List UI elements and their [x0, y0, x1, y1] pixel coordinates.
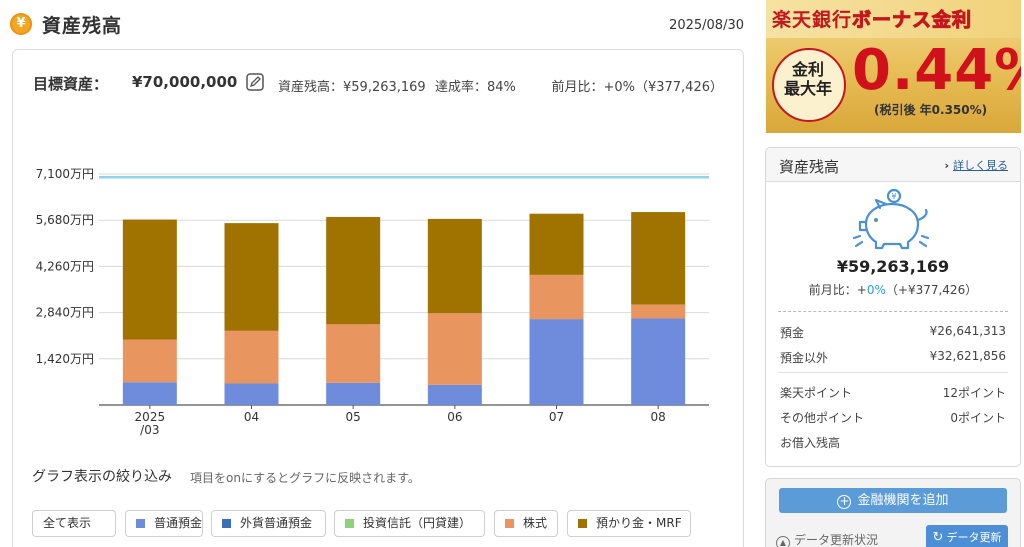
filter-note: 項目をonにするとグラフに反映されます。 — [190, 471, 420, 485]
plus-circle-icon: + — [837, 494, 852, 509]
bar-segment — [529, 213, 584, 275]
filter-button[interactable]: 普通預金 — [125, 510, 203, 537]
achievement-rate: 達成率：84% — [435, 80, 516, 95]
x-tick-label: 04 — [244, 410, 259, 424]
filter-button[interactable]: 投資信託（円貸建） — [334, 510, 485, 537]
filter-button-label: 普通預金 — [154, 516, 203, 530]
piggy-bank-icon: ¥ — [852, 188, 930, 250]
asset-summary-title: 資産残高 — [779, 158, 840, 176]
filter-button-label: 全て表示 — [43, 516, 92, 530]
chevron-right-icon: › — [944, 159, 949, 172]
x-tick-label: 06 — [447, 410, 462, 424]
y-tick-label: 7,100万円 — [36, 167, 94, 181]
legend-swatch — [136, 519, 145, 528]
x-tick-label: 07 — [549, 410, 564, 424]
bonus-rate-banner[interactable]: 楽天銀行ボーナス金利 金利 最大年 0.44% (税引後 年0.350%) — [766, 0, 1021, 133]
legend-swatch — [505, 519, 514, 528]
banner-pre-text: 金利 最大年 — [784, 60, 833, 98]
x-tick-label: 05 — [346, 410, 361, 424]
filter-button-label: 投資信託（円貸建） — [363, 516, 472, 530]
row-non-deposit: 預金以外 ¥32,621,856 — [780, 349, 1006, 365]
page-header: ¥ 資産残高 2025/08/30 — [10, 9, 744, 41]
filter-button[interactable]: 外貨普通預金 — [211, 510, 326, 537]
goal-value: ¥70,000,000 — [132, 73, 238, 91]
y-tick-label: 2,840万円 — [36, 306, 94, 320]
actions-card: + 金融機関を追加 ▲ データ更新状況 ↻ データ更新 — [765, 478, 1021, 547]
x-tick-label: 08 — [651, 410, 666, 424]
x-tick-label: 2025 — [135, 410, 166, 424]
banner-rate: 0.44% — [852, 38, 1021, 103]
bar-segment — [529, 319, 584, 405]
y-tick-label: 5,680万円 — [36, 213, 94, 227]
asset-stacked-bar-chart: 1,420万円 2,840万円 4,260万円 5,680万円 7,100万円 2025/… — [36, 167, 709, 437]
filter-button[interactable]: 株式 — [494, 510, 558, 537]
x-tick-label: /03 — [140, 423, 159, 437]
filter-button[interactable]: 全て表示 — [32, 510, 116, 537]
divider — [778, 311, 1008, 312]
bar-segment — [122, 382, 177, 405]
legend-swatch — [345, 519, 354, 528]
bar-segment — [631, 318, 686, 405]
asset-summary-header: 資産残高 › 詳しく見る — [766, 148, 1020, 182]
bar-segment — [427, 218, 482, 314]
chevron-up-circle-icon: ▲ — [776, 536, 790, 547]
bar-segment — [326, 382, 381, 405]
add-institution-button[interactable]: + 金融機関を追加 — [779, 488, 1007, 513]
bar-segment — [427, 384, 482, 405]
asset-chart-card: 目標資産： ¥70,000,000 資産残高：¥59,263,169 達成率：8… — [12, 49, 744, 547]
balance-stat: 資産残高：¥59,263,169 — [278, 80, 426, 95]
bar-segment — [224, 383, 279, 405]
y-tick-label: 1,420万円 — [36, 352, 94, 366]
summary-month-over-month: 前月比：+0%（+¥377,426） — [808, 283, 978, 297]
row-other-points: その他ポイント 0ポイント — [780, 411, 1006, 425]
filter-title: グラフ表示の絞り込み — [32, 469, 172, 485]
page-date: 2025/08/30 — [669, 18, 744, 33]
bar-segment — [631, 304, 686, 319]
bar-segment — [631, 212, 686, 305]
filter-button-label: 預かり金・MRF — [596, 516, 682, 530]
refresh-icon: ↻ — [932, 530, 944, 545]
bar-segment — [122, 219, 177, 340]
goal-label: 目標資産： — [33, 75, 109, 93]
total-amount: ¥59,263,169 — [836, 257, 950, 276]
edit-goal-icon[interactable] — [245, 72, 265, 92]
banner-headline: 楽天銀行ボーナス金利 — [766, 0, 1021, 38]
legend-swatch — [222, 519, 231, 528]
filter-button-label: 株式 — [523, 516, 548, 530]
month-over-month: 前月比：+0%（¥377,426） — [551, 80, 723, 95]
banner-after-tax: (税引後 年0.350%) — [874, 103, 988, 117]
bar-segment — [529, 274, 584, 320]
asset-summary-card: 資産残高 › 詳しく見る ¥ ¥59,263,169 前月比：+0%（+¥377,… — [765, 147, 1021, 467]
filter-button[interactable]: 預かり金・MRF — [567, 510, 691, 537]
banner-badge — [772, 48, 846, 122]
row-rakuten-points: 楽天ポイント 12ポイント — [780, 386, 1006, 400]
goal-summary: 目標資産： ¥70,000,000 資産残高：¥59,263,169 達成率：8… — [33, 73, 723, 95]
yen-icon: ¥ — [10, 13, 32, 35]
row-borrowing: お借入残高 — [780, 436, 841, 450]
update-status-link[interactable]: ▲ データ更新状況 — [776, 531, 878, 547]
bar-segment — [122, 339, 177, 383]
bar-segment — [326, 324, 381, 383]
bar-segment — [224, 330, 279, 384]
bar-segment — [224, 223, 279, 331]
detail-link[interactable]: › 詳しく見る — [944, 159, 1008, 172]
bar-segment — [326, 216, 381, 325]
legend-swatch — [578, 519, 587, 528]
filter-button-label: 外貨普通預金 — [240, 516, 313, 530]
svg-text:¥: ¥ — [891, 192, 896, 201]
divider — [778, 372, 1008, 373]
row-deposit: 預金 ¥26,641,313 — [780, 324, 1006, 340]
y-tick-label: 4,260万円 — [36, 259, 94, 273]
data-update-button[interactable]: ↻ データ更新 — [926, 525, 1008, 547]
bar-segment — [427, 313, 482, 385]
page-title: 資産残高 — [42, 15, 123, 37]
